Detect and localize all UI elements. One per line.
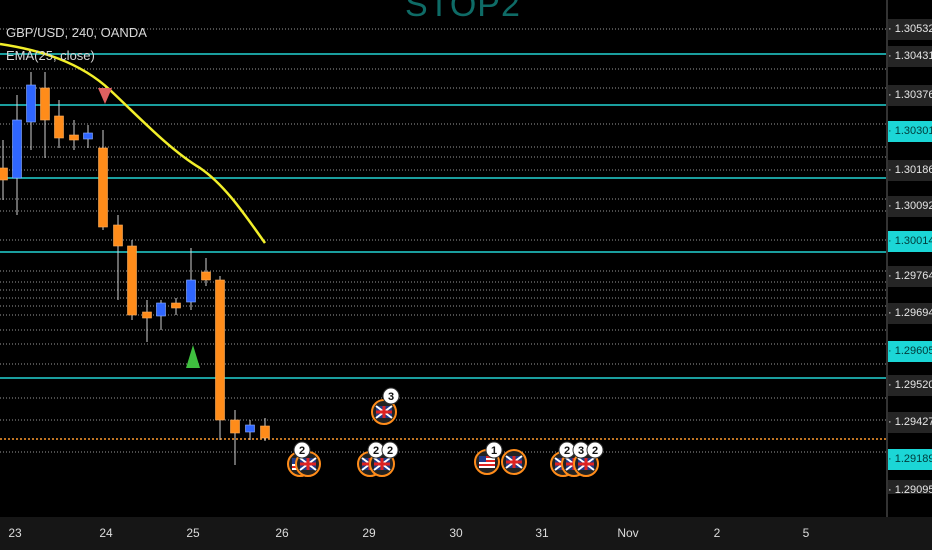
event-count-badge — [381, 441, 399, 459]
uk-flag-icon — [306, 458, 310, 470]
us-flag-icon — [479, 456, 486, 462]
price-axis-label: · 1.30532 — [888, 19, 932, 40]
event-count-text: 2 — [373, 445, 379, 457]
price-axis-label: · 1.30376 — [888, 85, 932, 106]
bear-candle — [54, 115, 64, 139]
ema-line — [0, 42, 267, 244]
time-axis-label: 2 — [713, 526, 721, 540]
bear-candle — [69, 134, 79, 141]
price-axis-label: · 1.29694 — [888, 303, 932, 324]
time-axis-label: 29 — [362, 526, 376, 540]
event-count-text: 3 — [578, 445, 584, 457]
bear-candle — [127, 245, 137, 316]
sell-signal-arrow — [98, 88, 112, 104]
price-axis-label: · 1.29427 — [888, 412, 932, 433]
bear-candle — [0, 167, 8, 181]
event-count-text: 2 — [387, 445, 393, 457]
event-count-badge — [293, 441, 311, 459]
price-axis[interactable] — [886, 0, 932, 517]
bull-candle — [245, 424, 255, 433]
bull-candle — [12, 119, 22, 179]
price-axis-label: · 1.30186 — [888, 160, 932, 181]
time-axis-label: 26 — [275, 526, 289, 540]
uk-flag-icon — [382, 406, 386, 418]
time-axis-label: 31 — [535, 526, 549, 540]
price-chart[interactable]: 2 2 231 2 3 2 — [0, 0, 886, 517]
uk-flag-icon — [512, 456, 516, 468]
bear-candle — [98, 147, 108, 228]
symbol-legend[interactable]: GBP/USD, 240, OANDA — [6, 25, 147, 40]
price-axis-label: · 1.29189 — [888, 449, 932, 470]
event-count-badge — [382, 387, 400, 405]
event-count-badge — [586, 441, 604, 459]
bull-candle — [186, 279, 196, 303]
watermark-text: STOP2 — [405, 0, 521, 24]
event-count-text: 2 — [299, 445, 305, 457]
indicator-legend[interactable]: EMA(25, close) — [6, 48, 95, 63]
bull-candle — [26, 84, 36, 123]
price-axis-label: · 1.29605 — [888, 341, 932, 362]
event-count-badge — [485, 441, 503, 459]
bear-candle — [260, 425, 270, 439]
price-axis-border — [886, 0, 888, 517]
bear-candle — [142, 311, 152, 319]
buy-signal-arrow — [186, 345, 200, 368]
time-axis-label: Nov — [617, 526, 639, 540]
uk-flag-icon — [584, 458, 588, 470]
time-axis[interactable] — [0, 517, 886, 550]
price-axis-label: · 1.30431 — [888, 46, 932, 67]
price-axis-label: · 1.29095 — [888, 480, 932, 494]
us-flag-icon — [479, 460, 495, 462]
price-axis-label: · 1.30014 — [888, 231, 932, 252]
price-axis-label: · 1.30301 — [888, 121, 932, 142]
us-flag-icon — [479, 464, 495, 466]
bull-candle — [83, 132, 93, 140]
price-axis-label: · 1.30092 — [888, 196, 932, 217]
event-count-text: 1 — [491, 445, 497, 457]
price-axis-label: · 1.29520 — [888, 375, 932, 396]
event-count-text: 2 — [592, 445, 598, 457]
time-axis-label: 24 — [99, 526, 113, 540]
bear-candle — [40, 87, 50, 121]
bear-candle — [201, 271, 211, 281]
time-axis-label: 30 — [449, 526, 463, 540]
event-count-text: 2 — [564, 445, 570, 457]
us-flag-icon — [479, 456, 495, 458]
bear-candle — [215, 279, 225, 421]
bear-candle — [171, 302, 181, 309]
time-axis-label: 5 — [802, 526, 810, 540]
bull-candle — [156, 302, 166, 317]
bear-candle — [230, 419, 240, 434]
time-axis-label: 25 — [186, 526, 200, 540]
uk-flag-icon — [380, 458, 384, 470]
time-axis-label: 23 — [8, 526, 22, 540]
event-count-text: 3 — [388, 391, 394, 403]
price-axis-label: · 1.29764 — [888, 266, 932, 287]
axis-corner — [886, 517, 932, 550]
bear-candle — [113, 224, 123, 247]
